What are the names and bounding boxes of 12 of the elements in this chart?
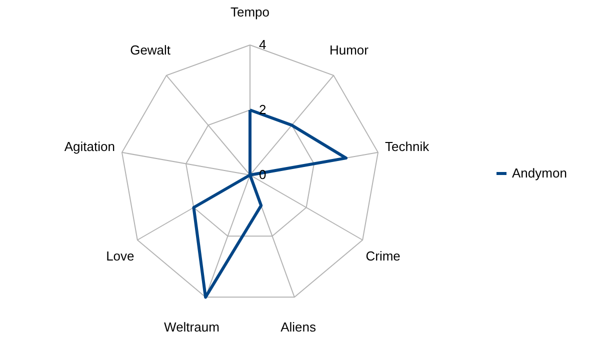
spoke-label: Tempo	[230, 4, 270, 20]
spoke-label: Agitation	[64, 138, 115, 154]
spoke-label: Aliens	[280, 320, 316, 335]
legend-label: Andymon	[512, 166, 567, 180]
spoke-label: Love	[106, 248, 134, 264]
spoke-label: Gewalt	[130, 42, 171, 58]
spoke-label: Crime	[366, 248, 400, 264]
spoke-label: Weltraum	[164, 320, 220, 335]
y-tick-label: 2	[259, 102, 266, 117]
spoke-label: Technik	[385, 138, 430, 154]
y-tick-label: 4	[259, 37, 266, 52]
spoke-label: Humor	[329, 42, 370, 58]
